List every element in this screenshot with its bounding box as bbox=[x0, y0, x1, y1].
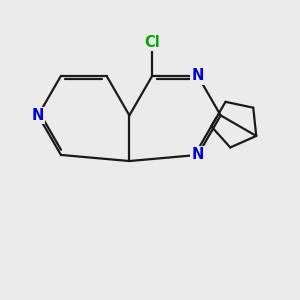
Text: N: N bbox=[192, 147, 204, 162]
Text: Cl: Cl bbox=[144, 34, 160, 50]
Text: N: N bbox=[32, 108, 44, 123]
Text: N: N bbox=[192, 68, 204, 83]
